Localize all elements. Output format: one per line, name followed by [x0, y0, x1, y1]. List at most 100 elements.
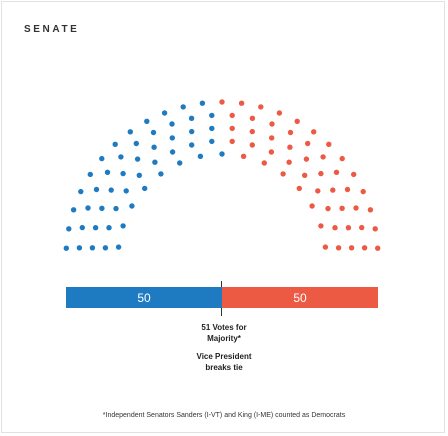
democrat-seat [127, 129, 133, 135]
majority-note-line2: Majority* [207, 334, 241, 343]
democrat-seat [99, 205, 105, 211]
republican-bar-segment: 50 [222, 287, 378, 308]
republican-seat [359, 224, 365, 231]
democrat-seat [108, 187, 114, 193]
democrat-seat [113, 205, 119, 212]
democrat-seat [79, 224, 86, 231]
democrat-seat [209, 138, 215, 145]
republican-seat [345, 225, 352, 231]
democrat-seat [120, 223, 126, 229]
democrat-seat [177, 160, 183, 166]
democrat-seat [209, 112, 215, 119]
republican-seat [219, 99, 225, 105]
republican-seat [269, 121, 275, 127]
democrat-seat [63, 245, 69, 251]
republican-seat [311, 129, 317, 135]
republican-seat [249, 142, 255, 148]
republican-seat [303, 156, 310, 162]
republican-seat [322, 244, 329, 250]
republican-seat [318, 223, 324, 229]
democrat-seat [150, 129, 157, 136]
republican-seat [361, 245, 368, 251]
democrat-seat [76, 245, 83, 251]
republican-seat [305, 140, 311, 147]
democrat-seat [209, 125, 215, 132]
democrat-seat [142, 185, 148, 192]
democrat-seat [85, 205, 91, 211]
republican-seat [287, 129, 294, 136]
democrat-seat [152, 159, 158, 165]
democrat-seat [118, 154, 124, 160]
democrat-seat [115, 244, 122, 250]
republican-seat [330, 187, 336, 193]
majority-note: 51 Votes for Majority* [124, 322, 324, 344]
republican-seat [287, 144, 293, 150]
democrat-seat [219, 151, 225, 157]
democrat-seat [123, 188, 129, 194]
republican-seat [351, 171, 357, 178]
republican-seat [339, 205, 345, 211]
republican-seat [353, 205, 359, 211]
republican-seat [333, 169, 340, 175]
democrat-seat [169, 121, 175, 127]
republican-seat [332, 225, 338, 231]
republican-seat [318, 170, 324, 177]
republican-seat [249, 128, 255, 135]
democrat-seat [89, 245, 96, 251]
republican-seat [238, 100, 245, 106]
democrat-seat [102, 245, 109, 251]
republican-seat [276, 110, 283, 116]
republican-seat [268, 149, 275, 155]
republican-seat [229, 138, 235, 145]
democrat-seat [197, 153, 204, 159]
democrat-seat [199, 100, 206, 106]
republican-seat [360, 188, 366, 195]
democrat-seat [133, 140, 139, 147]
republican-seat [229, 125, 235, 132]
republican-seat [315, 188, 321, 194]
majority-note-line1: 51 Votes for [201, 323, 247, 332]
democrat-seat [99, 155, 105, 162]
seat-bar: 50 50 [66, 287, 378, 308]
seat-chart [63, 99, 381, 251]
democrat-seat [106, 225, 112, 231]
democrat-seat [188, 115, 195, 122]
republican-seat [325, 205, 331, 212]
democrat-seat [129, 203, 135, 209]
republican-seat [344, 186, 351, 193]
democrat-seat [136, 172, 142, 178]
democrat-seat [169, 149, 176, 155]
democrat-bar-segment: 50 [66, 287, 222, 308]
republican-seat [240, 153, 247, 159]
republican-seat [249, 115, 256, 122]
democrat-seat [161, 110, 168, 116]
republican-seat [348, 245, 355, 251]
democrat-seat [93, 186, 100, 193]
democrat-seat [151, 144, 157, 150]
republican-seat [294, 118, 300, 125]
democrat-seat [120, 170, 126, 177]
republican-seat [286, 159, 292, 165]
republican-seat [296, 185, 302, 192]
vp-note-line2: breaks tie [205, 363, 243, 372]
republican-seat [261, 160, 267, 166]
republican-seat [375, 245, 381, 251]
democrat-seat [169, 135, 175, 141]
democrat-seat [112, 141, 118, 147]
republican-seat [367, 207, 374, 213]
republican-seat [335, 245, 342, 251]
republican-seat [280, 171, 286, 177]
republican-seat [326, 141, 332, 147]
democrat-seat [92, 225, 99, 231]
republican-seat [309, 203, 315, 209]
democrat-seat [134, 156, 141, 162]
vp-note-line1: Vice President [196, 352, 252, 361]
republican-seat [372, 226, 378, 232]
democrat-seat [87, 171, 94, 178]
democrat-seat [78, 188, 84, 195]
footnote: *Independent Senators Sanders (I-VT) and… [102, 412, 346, 419]
democrat-seat [158, 171, 164, 177]
republican-seat [229, 112, 235, 119]
republican-seat [269, 135, 275, 141]
